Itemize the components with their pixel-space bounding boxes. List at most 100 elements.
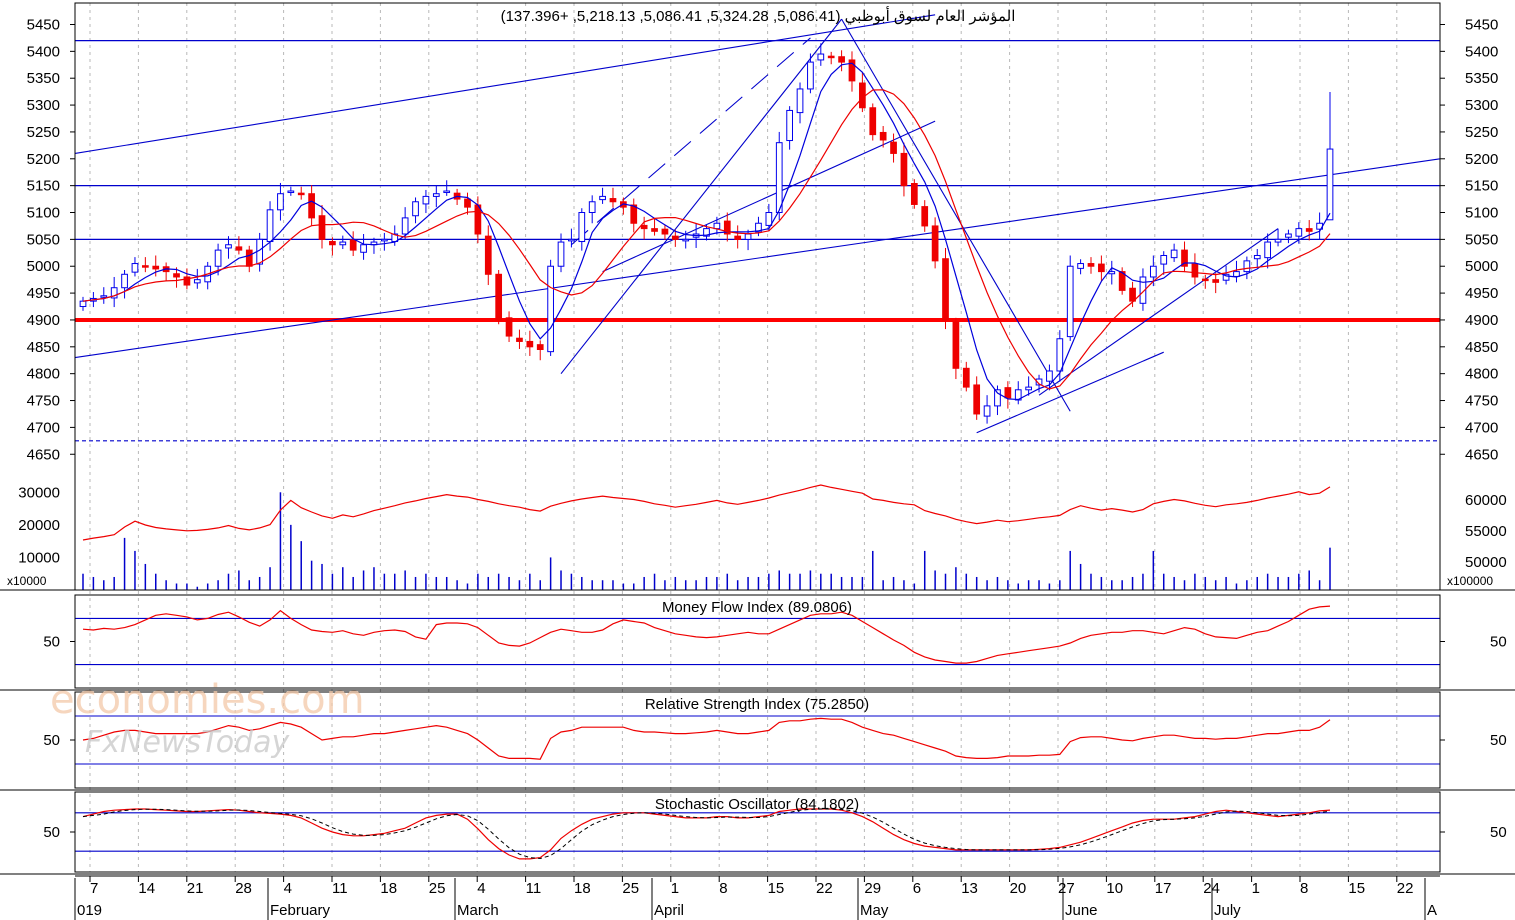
candle-body bbox=[848, 59, 856, 82]
indicator-title: Relative Strength Index (75.2850) bbox=[645, 696, 869, 713]
candle-body bbox=[900, 152, 908, 187]
date-tick-label: 4 bbox=[477, 880, 485, 897]
date-tick-label: 11 bbox=[526, 880, 542, 897]
candle-body bbox=[609, 198, 617, 203]
price-tick-label-left: 5200 bbox=[27, 151, 60, 168]
date-tick-label: 15 bbox=[1348, 880, 1365, 897]
rising-trend-line bbox=[560, 18, 843, 375]
candle-body bbox=[318, 215, 326, 240]
candle-body bbox=[329, 241, 336, 246]
indicator-tick-left: 50 bbox=[43, 634, 60, 651]
candle-body bbox=[807, 61, 814, 90]
candle-body bbox=[401, 217, 409, 235]
indicator-tick-right: 50 bbox=[1490, 634, 1507, 651]
month-label: July bbox=[1214, 902, 1241, 919]
indicator-tick-left: 50 bbox=[43, 732, 60, 749]
candle-body bbox=[360, 244, 367, 253]
candle-body bbox=[547, 265, 554, 353]
candle-body bbox=[308, 193, 315, 219]
date-tick-label: 6 bbox=[913, 880, 921, 897]
candle-body bbox=[349, 239, 357, 251]
candle-body bbox=[1025, 386, 1032, 391]
candle-body bbox=[786, 109, 793, 142]
candle-body bbox=[1274, 238, 1282, 243]
price-tick-label-right: 5350 bbox=[1465, 70, 1498, 87]
candle-body bbox=[152, 265, 160, 270]
candle-body bbox=[443, 190, 451, 194]
candle-body bbox=[245, 249, 253, 267]
watermark-fxnewstoday: FxNewsToday bbox=[85, 725, 290, 760]
candle-body bbox=[879, 131, 887, 141]
candle-body bbox=[1066, 265, 1074, 338]
candle-body bbox=[79, 300, 87, 308]
candle-body bbox=[952, 321, 960, 369]
rebound-trend-line bbox=[976, 351, 1164, 434]
candle-body bbox=[100, 295, 108, 298]
price-tick-label-right: 5000 bbox=[1465, 258, 1498, 275]
date-tick-label: 27 bbox=[1058, 880, 1075, 897]
watermark-economies: economies.com bbox=[50, 677, 365, 723]
date-tick-label: 28 bbox=[235, 880, 252, 897]
channel-upper-line bbox=[74, 14, 936, 154]
price-tick-label-right: 5100 bbox=[1465, 205, 1498, 222]
candle-body bbox=[1004, 387, 1012, 399]
date-tick-label: 21 bbox=[187, 880, 204, 897]
candle-body bbox=[214, 249, 222, 267]
date-tick-label: 29 bbox=[864, 880, 881, 897]
month-label: February bbox=[270, 902, 331, 919]
candle-body bbox=[744, 233, 752, 240]
price-tick-label-left: 4950 bbox=[27, 285, 60, 302]
candle-body bbox=[723, 220, 731, 235]
month-label: June bbox=[1065, 902, 1098, 919]
date-tick-label: 15 bbox=[768, 880, 785, 897]
volume-unit-right: x100000 bbox=[1447, 574, 1493, 588]
price-tick-label-left: 5050 bbox=[27, 231, 60, 248]
volume-tick-label-left: 30000 bbox=[18, 484, 60, 501]
candle-body bbox=[1264, 241, 1272, 259]
price-tick-label-right: 4750 bbox=[1465, 393, 1498, 410]
price-tick-label-right: 4800 bbox=[1465, 366, 1498, 383]
candle-body bbox=[983, 405, 991, 417]
moving-average-line bbox=[82, 62, 1331, 401]
candle-body bbox=[193, 279, 201, 284]
candle-body bbox=[973, 384, 981, 415]
indicator-line bbox=[82, 808, 1331, 860]
indicator-tick-right: 50 bbox=[1490, 732, 1507, 749]
price-tick-label-right: 5150 bbox=[1465, 178, 1498, 195]
candle-body bbox=[297, 192, 305, 196]
candle-body bbox=[962, 367, 970, 388]
price-tick-label-left: 4800 bbox=[27, 366, 60, 383]
candle-body bbox=[1326, 148, 1334, 221]
candle-body bbox=[277, 193, 284, 211]
price-tick-label-left: 4650 bbox=[27, 446, 60, 463]
candle-body bbox=[1222, 273, 1230, 281]
price-tick-label-left: 4900 bbox=[27, 312, 60, 329]
candle-body bbox=[651, 228, 658, 232]
candle-body bbox=[432, 193, 440, 197]
candle-body bbox=[1035, 378, 1043, 386]
candle-body bbox=[235, 246, 243, 251]
date-tick-label: 20 bbox=[1010, 880, 1027, 897]
indicator-title: Stochastic Oscillator (84.1802) bbox=[655, 796, 859, 813]
candle-body bbox=[1295, 228, 1303, 237]
candle-body bbox=[1233, 271, 1240, 277]
candle-body bbox=[495, 273, 503, 321]
candle-body bbox=[526, 340, 534, 348]
candle-body bbox=[640, 224, 648, 230]
candle-body bbox=[536, 344, 544, 351]
candle-body bbox=[464, 198, 471, 208]
price-tick-label-left: 5250 bbox=[27, 124, 60, 141]
candle-body bbox=[173, 273, 180, 278]
candle-body bbox=[817, 53, 825, 61]
candle-body bbox=[474, 204, 482, 235]
indicator-tick-right: 50 bbox=[1490, 824, 1507, 841]
candle-body bbox=[942, 258, 949, 321]
indicator-tick-left: 50 bbox=[43, 824, 60, 841]
volume-unit-left: x10000 bbox=[7, 574, 47, 588]
candle-body bbox=[734, 235, 742, 240]
candle-body bbox=[1181, 249, 1188, 267]
candle-body bbox=[890, 141, 897, 154]
date-tick-label: 1 bbox=[671, 880, 679, 897]
month-label: A bbox=[1427, 902, 1437, 919]
indicator-line bbox=[82, 717, 1331, 760]
